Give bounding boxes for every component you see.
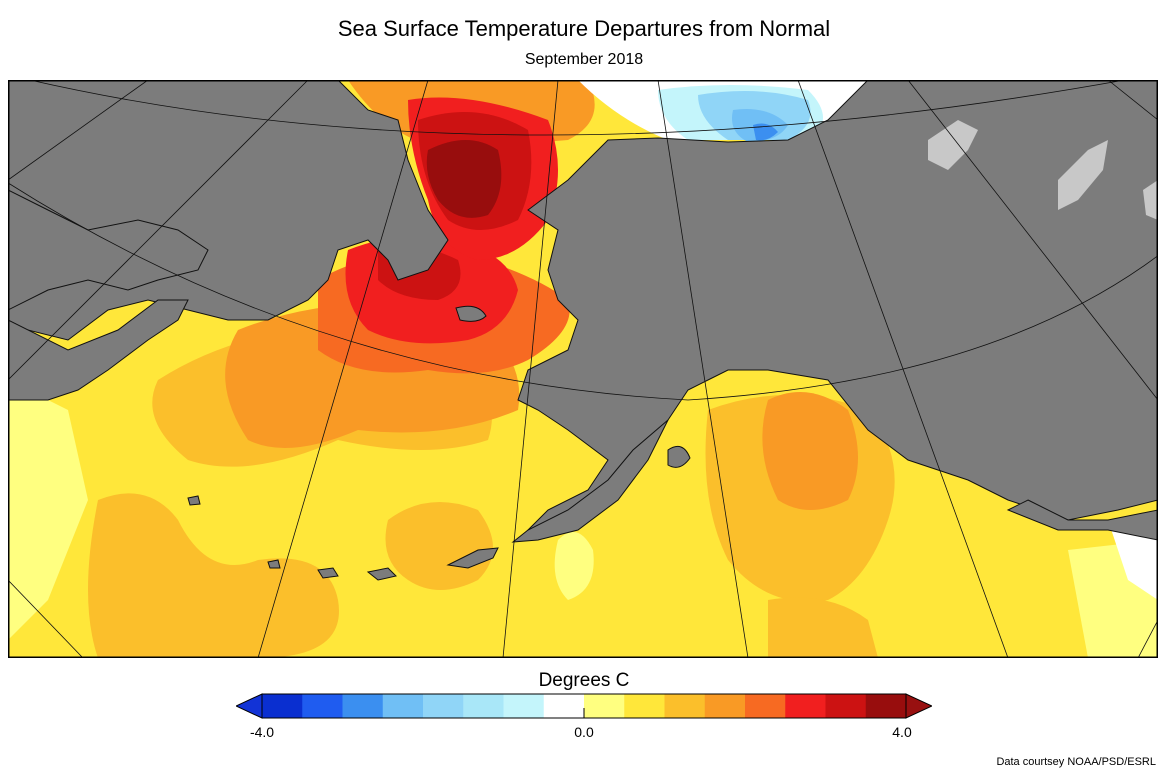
colorbar-bin (302, 694, 343, 718)
graticule-meridian-2 (502, 80, 559, 658)
land-kodiak-island (667, 445, 691, 468)
land-commander-islands (187, 495, 201, 506)
anomaly-region-light-south (554, 532, 594, 600)
anomaly-region-maxred-chukchi (426, 140, 502, 218)
map-title: Sea Surface Temperature Departures from … (337, 16, 831, 41)
land-kamchatka (8, 299, 189, 401)
sea-ice-patch-2 (1058, 140, 1108, 210)
colorbar-bin (342, 694, 384, 718)
colorbar (236, 693, 932, 719)
land-panhandle (1006, 499, 1158, 541)
graticule-meridian-10 (1137, 619, 1158, 658)
colorbar-bin (543, 694, 585, 718)
colorbar-min-label: -4.0 (249, 724, 275, 740)
land-aleutians-2 (366, 567, 397, 581)
colorbar-bin (664, 694, 706, 718)
graticule-meridian-3 (657, 80, 749, 658)
graticule-parallel-60 (8, 182, 1158, 401)
graticule-parallel-arctic (28, 80, 1127, 136)
graticule-meridian-9 (8, 579, 84, 658)
colorbar-bin (463, 694, 504, 718)
map-subtitle: September 2018 (524, 51, 644, 68)
colorbar-over-arrow (905, 693, 932, 719)
land-aleutians-3 (317, 567, 339, 579)
colorbar-bin (745, 694, 786, 718)
anomaly-region-light-west (8, 380, 88, 640)
land-aleutians-4 (267, 559, 281, 569)
colorbar-bin (584, 694, 625, 718)
land-alaska-peninsula (511, 419, 669, 543)
anomaly-region-cool-beaufort-4 (753, 123, 778, 141)
graticule (8, 80, 1158, 658)
colorbar-bin (423, 694, 464, 718)
colorbar-bin (865, 694, 907, 718)
colorbar-bin (785, 694, 826, 718)
sea-ice-patch-1 (928, 120, 978, 170)
land-st-lawrence-island (455, 305, 487, 322)
anomaly-region-orange-goa (762, 392, 858, 510)
graticule-meridian-5 (907, 80, 1158, 401)
sst-anomaly-map (8, 80, 1158, 658)
graticule-meridian-7 (8, 80, 149, 181)
colorbar-title: Degrees C (538, 670, 630, 691)
colorbar-bin (503, 694, 545, 718)
graticule-meridian-6 (8, 80, 309, 381)
graticule-meridian-1 (257, 80, 429, 658)
colorbar-bin (825, 694, 867, 718)
graticule-meridian-4 (797, 80, 1009, 658)
land-aleutians-1 (446, 547, 499, 569)
colorbar-bin (624, 694, 665, 718)
colorbar-bin (262, 694, 303, 718)
colorbar-bin (704, 694, 746, 718)
colorbar-mid-label: 0.0 (574, 724, 594, 740)
colorbar-bin (382, 694, 424, 718)
anomaly-region-mid-sw (88, 493, 339, 658)
colorbar-max-label: 4.0 (892, 724, 912, 740)
sea-ice-patch-3 (1143, 180, 1158, 220)
anomaly-region-mid-far-se (768, 597, 878, 658)
colorbar-under-arrow (236, 693, 263, 719)
map-frame (8, 80, 1158, 658)
data-credit: Data courtsey NOAA/PSD/ESRL (996, 756, 1156, 768)
graticule-meridian-8 (1107, 80, 1158, 121)
